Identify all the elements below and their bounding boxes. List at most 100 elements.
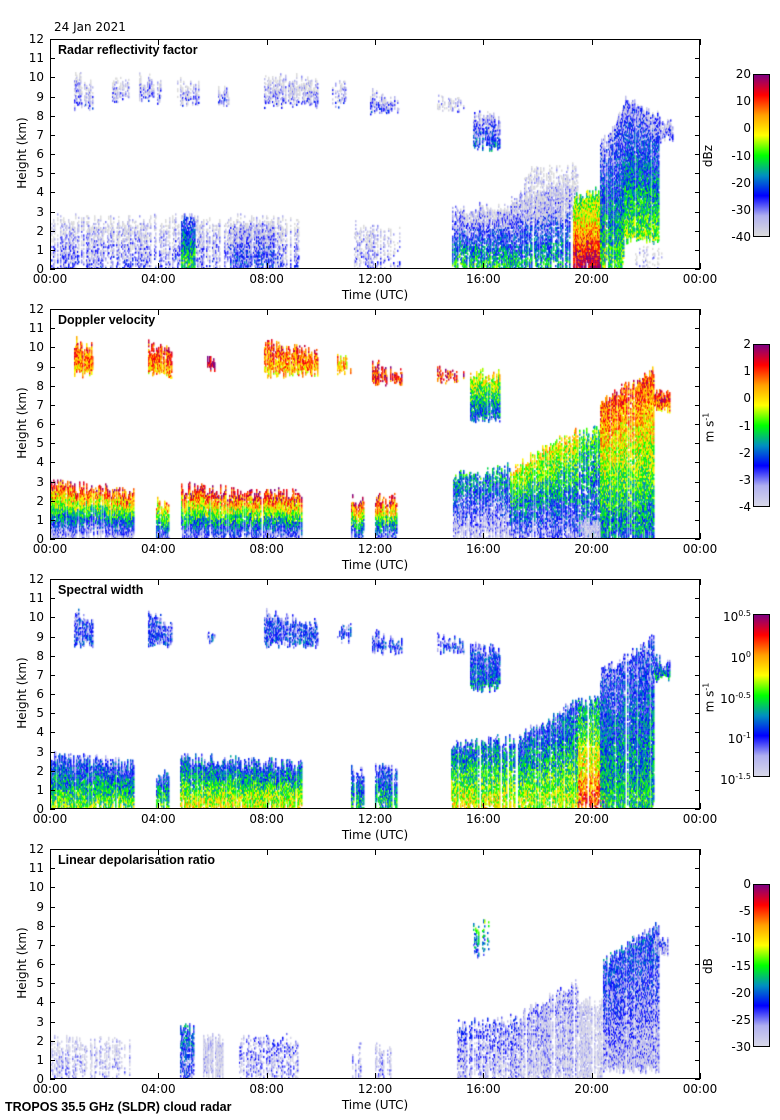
y-tick-mark: [695, 809, 700, 810]
colorbar-tick-base: -4: [739, 500, 751, 514]
y-tick-mark: [50, 230, 55, 232]
y-tick-mark: [50, 134, 55, 136]
y-tick-mark: [50, 694, 55, 695]
x-tick-label: 16:00: [466, 812, 501, 826]
y-tick-mark: [50, 39, 55, 40]
x-tick-label: 08:00: [249, 272, 284, 286]
x-tick-mark: [375, 803, 376, 809]
y-tick-label: 10: [28, 340, 44, 355]
x-tick-mark: [591, 803, 593, 809]
y-tick-label: 9: [36, 359, 44, 374]
x-tick-mark: [700, 849, 701, 855]
instrument-footer: TROPOS 35.5 GHz (SLDR) cloud radar: [5, 1100, 232, 1114]
y-tick-label: 8: [36, 378, 44, 393]
radar-echo-field: [50, 39, 700, 269]
unit-text: m s: [702, 420, 717, 442]
y-tick-mark: [695, 1002, 700, 1004]
y-tick-mark: [50, 481, 55, 483]
x-tick-label: 12:00: [357, 272, 393, 286]
colorbar-tick-base: -20: [731, 985, 751, 1000]
colorbar-tick-base: -20: [731, 175, 751, 190]
y-tick-label: 11: [28, 321, 44, 336]
colorbar-unit: dB: [701, 936, 715, 996]
unit-exponent: -1: [701, 682, 711, 691]
y-tick-mark: [50, 964, 55, 965]
y-tick-mark: [50, 443, 55, 445]
y-tick-mark: [695, 309, 700, 310]
x-tick-mark: [50, 849, 51, 855]
x-tick-label: 12:00: [357, 1082, 393, 1096]
y-tick-mark: [695, 1079, 700, 1080]
x-tick-label: 08:00: [249, 542, 284, 556]
y-tick-mark: [50, 598, 55, 600]
y-tick-label: 0: [36, 532, 44, 546]
y-tick-label: 5: [36, 436, 44, 451]
colorbar-tick-base: -5: [739, 904, 751, 919]
y-tick-mark: [695, 96, 700, 98]
colorbar-unit: dBz: [701, 126, 715, 186]
y-tick-label: 0: [36, 262, 44, 276]
x-tick-mark: [266, 1073, 268, 1079]
y-tick-mark: [695, 519, 700, 521]
colorbar-tick-label: -10: [705, 150, 751, 162]
y-tick-label: 10: [28, 880, 44, 895]
y-tick-mark: [50, 519, 55, 521]
x-tick-mark: [50, 533, 51, 539]
x-tick-label: 00:00: [32, 812, 68, 826]
x-axis-label: Time (UTC): [341, 828, 409, 842]
y-tick-mark: [50, 269, 55, 270]
y-tick-label: 2: [36, 763, 44, 778]
y-tick-label: 11: [28, 591, 44, 606]
y-tick-label: 6: [36, 417, 44, 431]
x-tick-mark: [266, 849, 268, 855]
colorbar-tick-label: 100.5: [705, 608, 751, 623]
colorbar-tick-label: 0: [705, 122, 751, 134]
x-tick-mark: [266, 533, 268, 539]
colorbar-tick-label: 10-1: [705, 730, 751, 745]
colorbar-tick-base: -1: [739, 418, 751, 433]
y-tick-label: 7: [36, 937, 44, 952]
y-tick-mark: [695, 732, 700, 734]
y-tick-mark: [50, 539, 55, 540]
x-tick-mark: [483, 533, 485, 539]
y-tick-mark: [50, 328, 55, 330]
y-tick-label: 9: [36, 89, 44, 104]
x-tick-label: 04:00: [141, 1082, 176, 1096]
x-tick-label: 08:00: [249, 1082, 284, 1096]
x-tick-mark: [158, 309, 160, 315]
x-tick-mark: [700, 533, 701, 539]
y-tick-label: 1: [36, 782, 44, 797]
y-tick-label: 5: [36, 166, 44, 181]
y-tick-mark: [695, 925, 700, 927]
y-tick-mark: [50, 906, 55, 908]
y-tick-label: 5: [36, 706, 44, 721]
x-tick-mark: [483, 849, 485, 855]
y-tick-mark: [695, 462, 700, 464]
unit-text: dBz: [701, 144, 715, 167]
x-tick-mark: [700, 39, 701, 45]
x-tick-mark: [591, 263, 593, 269]
y-tick-mark: [695, 849, 700, 850]
y-tick-mark: [50, 925, 55, 927]
y-tick-mark: [50, 404, 55, 406]
colorbar-tick-label: -15: [705, 960, 751, 972]
y-tick-mark: [50, 96, 55, 98]
y-tick-mark: [50, 192, 55, 194]
y-tick-mark: [50, 1002, 55, 1004]
y-tick-mark: [695, 868, 700, 870]
y-tick-mark: [695, 964, 700, 965]
x-tick-mark: [700, 1073, 701, 1079]
panel-title: Spectral width: [58, 583, 144, 597]
y-tick-label: 12: [28, 302, 44, 316]
colorbar-tick-label: 0: [705, 878, 751, 890]
y-tick-mark: [50, 347, 55, 349]
unit-exponent: -1: [701, 412, 711, 421]
x-tick-mark: [591, 533, 593, 539]
colorbar-tick-label: 20: [705, 68, 751, 80]
x-tick-label: 12:00: [357, 542, 393, 556]
y-tick-mark: [50, 500, 55, 502]
x-tick-mark: [158, 1073, 160, 1079]
y-tick-label: 10: [28, 70, 44, 85]
x-tick-mark: [50, 803, 51, 809]
x-tick-label: 16:00: [466, 1082, 501, 1096]
